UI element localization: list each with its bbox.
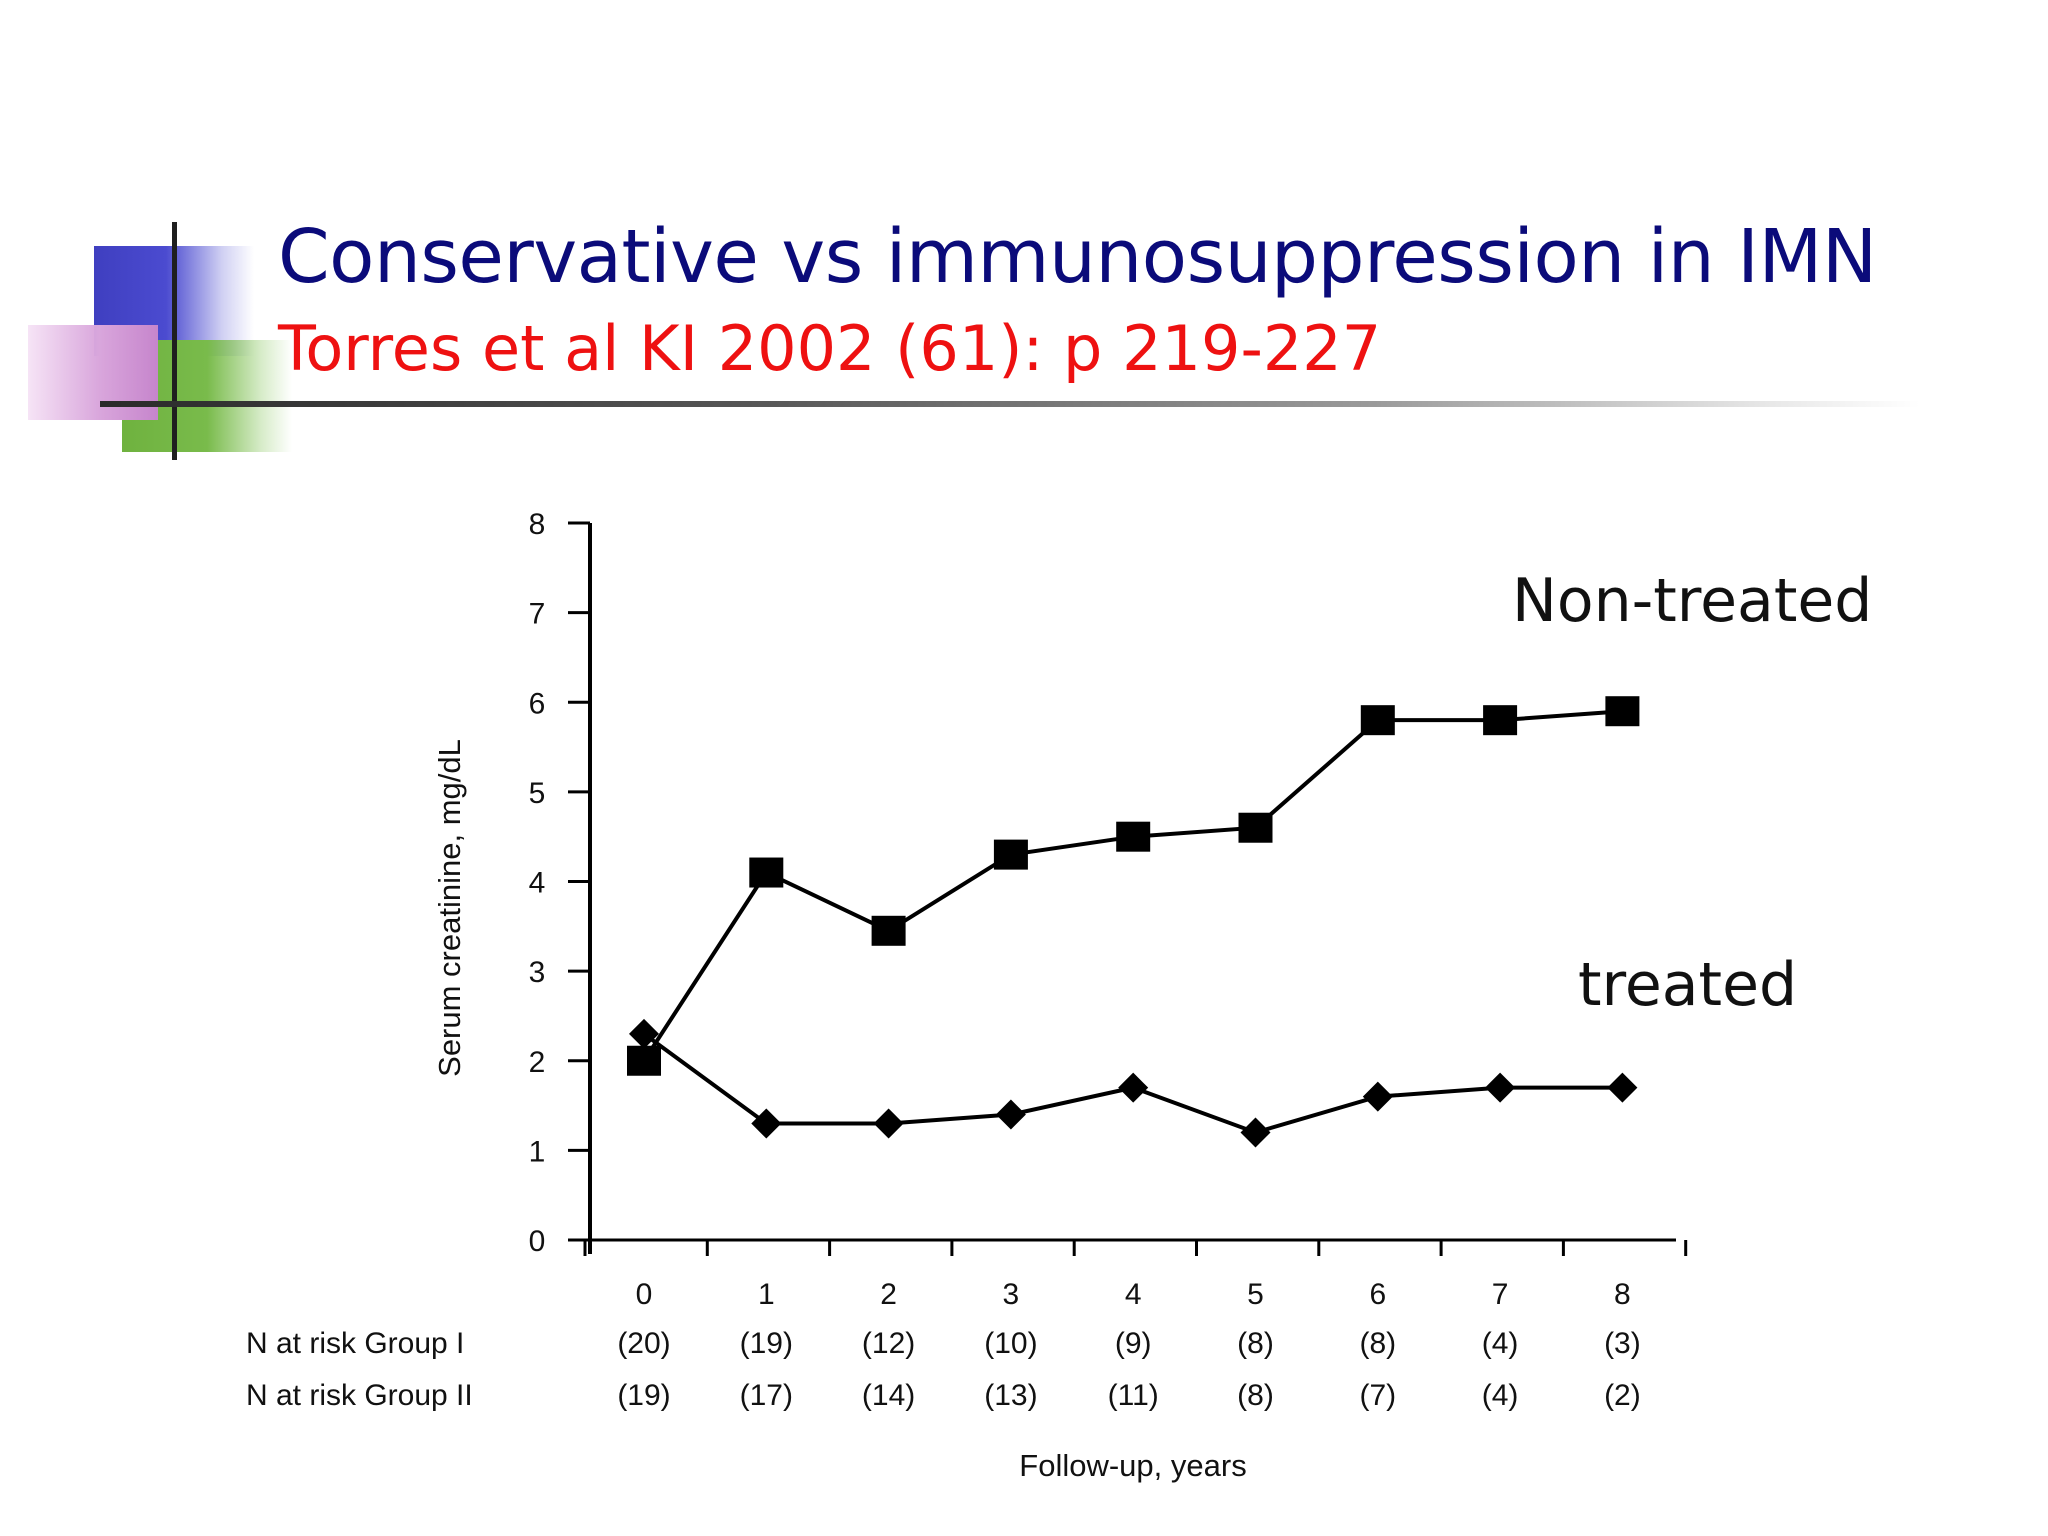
y-tick-label: 4 xyxy=(529,867,546,900)
data-point-diamond xyxy=(873,1108,904,1139)
slide-title: Conservative vs immunosuppression in IMN xyxy=(278,214,1877,300)
data-point-diamond xyxy=(1607,1072,1638,1103)
data-point-diamond xyxy=(629,1018,659,1049)
series-label-non-treated: Non-treated xyxy=(1512,566,1873,636)
y-tick-label: 7 xyxy=(529,598,546,631)
data-point-square xyxy=(1116,821,1151,852)
data-point-diamond xyxy=(1118,1072,1149,1103)
y-tick-label: 1 xyxy=(529,1135,546,1168)
title-rule xyxy=(100,401,1920,407)
risk-count: (7) xyxy=(1359,1379,1396,1412)
x-tick-label: 3 xyxy=(1003,1278,1020,1311)
risk-count: (19) xyxy=(617,1379,670,1412)
x-tick-label: 7 xyxy=(1492,1278,1509,1311)
risk-count: (12) xyxy=(862,1327,915,1360)
data-point-square xyxy=(993,839,1028,870)
risk-row-label: N at risk Group II xyxy=(246,1379,473,1412)
risk-count: (4) xyxy=(1482,1379,1519,1412)
risk-count: (8) xyxy=(1359,1327,1396,1360)
risk-count: (8) xyxy=(1237,1379,1274,1412)
x-tick-label: 8 xyxy=(1614,1278,1631,1311)
logo-vertical-line xyxy=(172,222,177,460)
y-tick-label: 8 xyxy=(529,508,546,541)
y-axis-ticks: 0 1 2 3 4 5 6 7 8 xyxy=(529,508,590,1258)
y-tick-label: 2 xyxy=(529,1046,546,1079)
chart-series xyxy=(627,696,1640,1148)
risk-count: (3) xyxy=(1604,1327,1641,1360)
x-tick-label: 0 xyxy=(636,1278,653,1311)
risk-count: (2) xyxy=(1604,1379,1641,1412)
x-tick-label: 4 xyxy=(1125,1278,1142,1311)
risk-count: (10) xyxy=(984,1327,1037,1360)
data-point-square xyxy=(1605,696,1640,727)
series-label-treated: treated xyxy=(1578,950,1798,1020)
risk-count: (4) xyxy=(1482,1327,1519,1360)
chart-axes xyxy=(588,523,1676,1254)
data-point-diamond xyxy=(1362,1081,1393,1112)
data-point-diamond xyxy=(995,1099,1026,1130)
x-tick-label: 5 xyxy=(1247,1278,1264,1311)
risk-count: (9) xyxy=(1115,1327,1152,1360)
data-point-diamond xyxy=(1485,1072,1516,1103)
risk-count: (19) xyxy=(740,1327,793,1360)
y-tick-label: 3 xyxy=(529,956,546,989)
y-axis-label: Serum creatinine, mg/dL xyxy=(432,739,467,1077)
data-point-square xyxy=(1360,705,1395,736)
risk-count: (8) xyxy=(1237,1327,1274,1360)
data-point-square xyxy=(627,1045,661,1076)
series-line-non-treated xyxy=(642,709,1623,1062)
risk-count: (17) xyxy=(740,1379,793,1412)
data-point-diamond xyxy=(1240,1117,1271,1148)
x-tick-label: 1 xyxy=(758,1278,775,1311)
slide-subtitle: Torres et al KI 2002 (61): p 219-227 xyxy=(278,312,1382,385)
y-tick-label: 6 xyxy=(529,687,546,720)
risk-count: (20) xyxy=(617,1327,670,1360)
x-axis-ticks: 0 1 2 3 4 5 6 7 8 xyxy=(583,1240,1688,1311)
data-point-square xyxy=(871,915,906,946)
data-point-square xyxy=(1238,812,1273,843)
y-tick-label: 0 xyxy=(529,1225,546,1258)
x-tick-label: 2 xyxy=(880,1278,897,1311)
risk-count: (14) xyxy=(862,1379,915,1412)
risk-count: (13) xyxy=(984,1379,1037,1412)
risk-count: (11) xyxy=(1108,1379,1159,1412)
data-point-square xyxy=(1483,705,1518,736)
y-tick-label: 5 xyxy=(529,777,546,810)
risk-row-label: N at risk Group I xyxy=(246,1327,464,1360)
x-axis-label: Follow-up, years xyxy=(1019,1448,1246,1483)
x-tick-label: 6 xyxy=(1369,1278,1386,1311)
title-underline xyxy=(0,0,2048,470)
risk-table: N at risk Group I (20) (19) (12) (10) (9) (8) (… xyxy=(246,1327,1641,1412)
data-point-square xyxy=(749,857,784,888)
slide-logo xyxy=(0,0,300,470)
data-point-diamond xyxy=(751,1108,782,1139)
